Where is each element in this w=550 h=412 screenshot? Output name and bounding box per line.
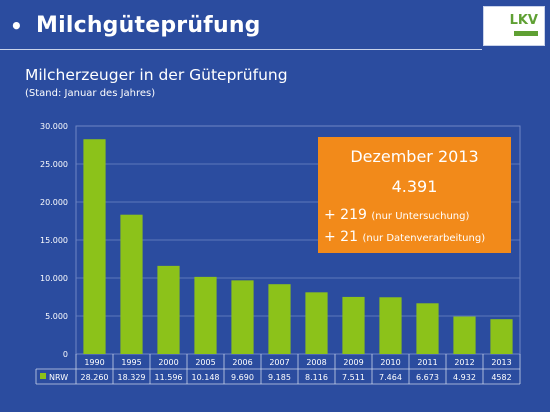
legend-swatch (40, 373, 46, 379)
bar (268, 284, 291, 354)
callout-untersuchung: + 219 (nur Untersuchung) (324, 207, 469, 223)
bar (342, 296, 365, 354)
x-tick-label: 2009 (343, 358, 363, 367)
x-tick-label: 2012 (454, 358, 474, 367)
title-separator (0, 49, 482, 50)
data-label: 7.464 (379, 373, 402, 382)
callout-untersuchung-value: + 219 (324, 207, 367, 223)
logo-text: LKV (509, 13, 538, 28)
x-tick-label: 2013 (491, 358, 511, 367)
y-tick-label: 15.000 (40, 236, 68, 245)
data-label: 9.185 (268, 373, 291, 382)
bar (157, 265, 180, 354)
y-tick-label: 5.000 (45, 312, 68, 321)
x-tick-label: 2008 (306, 358, 326, 367)
data-label: 9.690 (231, 373, 254, 382)
lkv-logo: LKV (483, 6, 545, 46)
x-tick-label: 1995 (121, 358, 141, 367)
data-label: 4.932 (453, 373, 476, 382)
callout-value: 4.391 (391, 177, 438, 196)
chart-subtitle: (Stand: Januar des Jahres) (25, 88, 156, 99)
data-label: 6.673 (416, 373, 439, 382)
callout-datenverarbeitung: + 21 (nur Datenverarbeitung) (324, 229, 485, 245)
legend-label: NRW (49, 373, 68, 382)
chart-title: Milcherzeuger in der Güteprüfung (25, 66, 288, 84)
title-bar: • Milchgüteprüfung LKV (0, 0, 550, 52)
x-tick-label: 2007 (269, 358, 289, 367)
title-bullet: • (10, 14, 23, 38)
callout-box: Dezember 2013 4.391 + 219 (nur Untersuch… (318, 137, 511, 253)
x-tick-label: 1990 (84, 358, 104, 367)
logo-bar (514, 31, 538, 36)
bar (83, 139, 106, 354)
x-tick-label: 2011 (417, 358, 437, 367)
callout-date: Dezember 2013 (350, 147, 479, 166)
data-label: 8.116 (305, 373, 328, 382)
x-tick-label: 2010 (380, 358, 400, 367)
y-tick-label: 0 (63, 350, 68, 359)
bar (490, 319, 513, 354)
y-tick-label: 30.000 (40, 122, 68, 131)
data-label: 11.596 (155, 373, 183, 382)
y-tick-label: 25.000 (40, 160, 68, 169)
bar (416, 303, 439, 354)
x-tick-label: 2000 (158, 358, 178, 367)
data-label: 4582 (491, 373, 511, 382)
callout-datenverarbeitung-note: (nur Datenverarbeitung) (362, 233, 486, 244)
bar (194, 276, 217, 354)
bar (453, 316, 476, 354)
bar (379, 297, 402, 354)
callout-datenverarbeitung-value: + 21 (324, 229, 358, 245)
y-tick-label: 20.000 (40, 198, 68, 207)
bar (305, 292, 328, 354)
data-label: 28.260 (81, 373, 109, 382)
bar (231, 280, 254, 354)
slide-title: Milchgüteprüfung (36, 13, 261, 38)
data-label: 18.329 (118, 373, 146, 382)
bar (120, 214, 143, 354)
callout-untersuchung-note: (nur Untersuchung) (371, 211, 470, 222)
x-tick-label: 2006 (232, 358, 252, 367)
data-label: 7.511 (342, 373, 365, 382)
y-tick-label: 10.000 (40, 274, 68, 283)
data-label: 10.148 (192, 373, 220, 382)
x-tick-label: 2005 (195, 358, 215, 367)
